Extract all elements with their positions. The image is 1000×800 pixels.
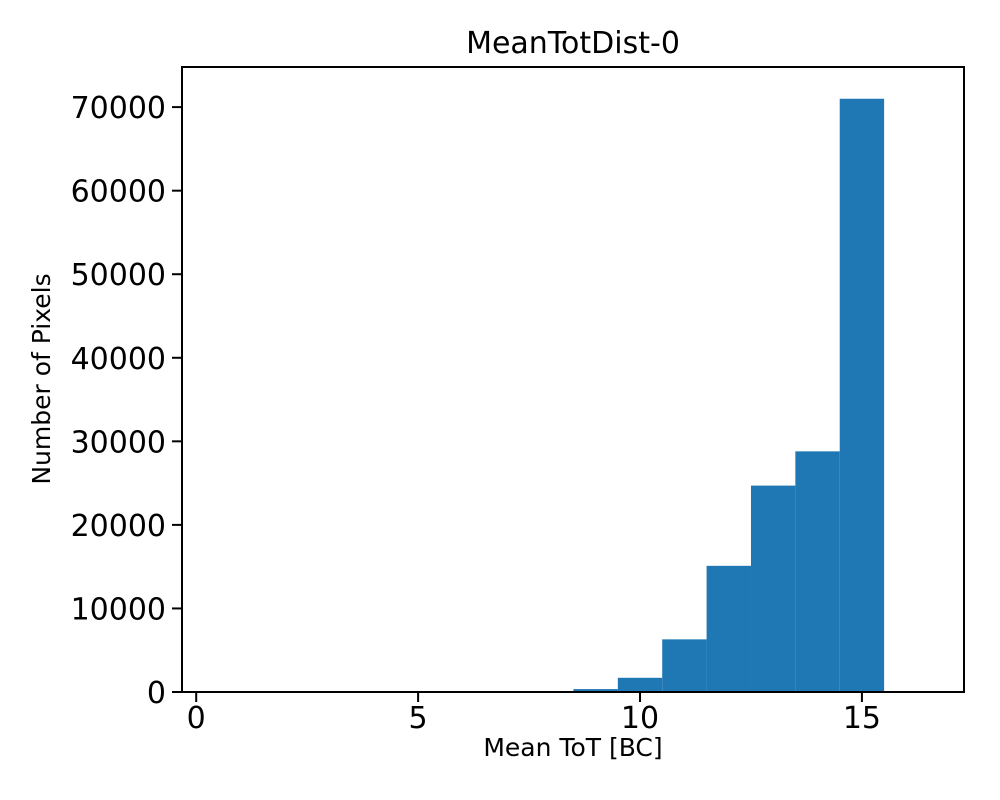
y-tick-label: 60000 xyxy=(71,175,166,210)
x-axis-label: Mean ToT [BC] xyxy=(483,733,663,762)
plot-border xyxy=(181,66,965,693)
y-tick-label: 70000 xyxy=(71,91,166,126)
x-tick-label: 5 xyxy=(409,701,428,736)
chart-title: MeanTotDist-0 xyxy=(466,26,680,61)
y-tick-label: 0 xyxy=(147,676,166,711)
histogram-bar xyxy=(839,98,885,692)
y-tick-label: 20000 xyxy=(71,509,166,544)
histogram-bar xyxy=(573,689,618,692)
histogram-bar xyxy=(617,677,663,692)
histogram-bar xyxy=(706,565,751,692)
y-tick-label: 10000 xyxy=(71,592,166,627)
y-axis-label: Number of Pixels xyxy=(27,273,56,485)
y-tick-label: 30000 xyxy=(71,425,166,460)
y-tick-label: 50000 xyxy=(71,258,166,293)
x-tick-label: 10 xyxy=(621,701,659,736)
y-tick-label: 40000 xyxy=(71,342,166,377)
x-tick-label: 0 xyxy=(187,701,206,736)
histogram-bar xyxy=(795,451,840,692)
histogram-bar xyxy=(750,485,796,692)
histogram-bar xyxy=(662,639,707,692)
x-tick-label: 15 xyxy=(843,701,881,736)
